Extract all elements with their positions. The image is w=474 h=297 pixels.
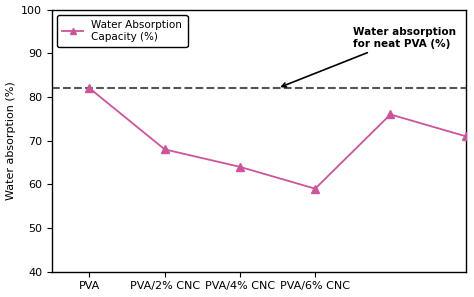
Text: Water absorption
for neat PVA (%): Water absorption for neat PVA (%) <box>282 27 456 87</box>
Legend: Water Absorption
Capacity (%): Water Absorption Capacity (%) <box>57 15 188 47</box>
Y-axis label: Water absorption (%): Water absorption (%) <box>6 81 16 200</box>
